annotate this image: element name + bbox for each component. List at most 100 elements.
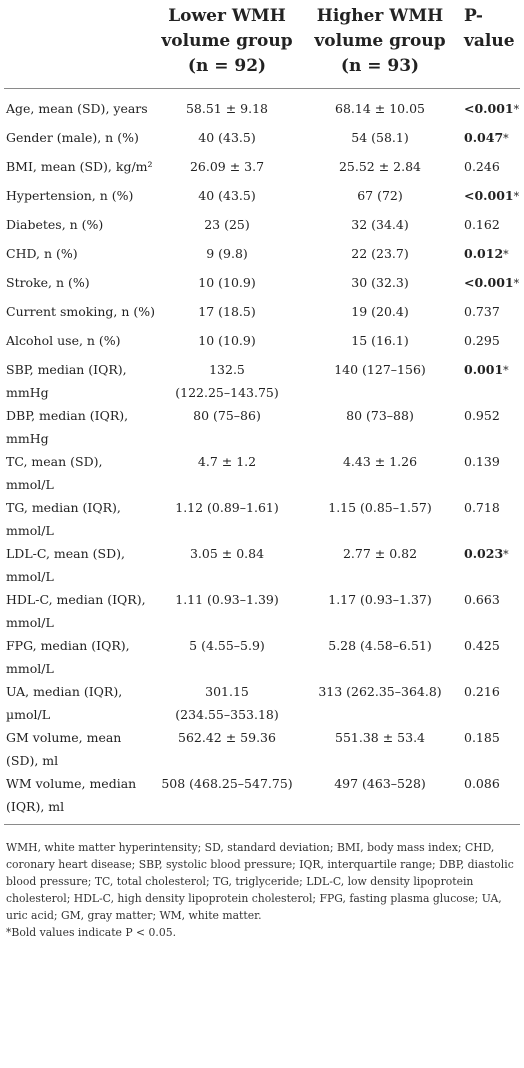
table-row: SBP, median (IQR), mmHg 132.5 (122.25–143.7… bbox=[4, 358, 520, 404]
lower-group-value: 4.7 ± 1.2 bbox=[197, 454, 257, 469]
p-value: 0.216 bbox=[464, 684, 500, 699]
higher-group-cell: 22 (23.7) bbox=[302, 242, 458, 271]
footnote-significance-note: *Bold values indicate P < 0.05. bbox=[6, 926, 176, 939]
higher-group-value: 497 (463–528) bbox=[334, 776, 426, 791]
higher-group-value: 67 (72) bbox=[357, 188, 403, 203]
higher-group-cell: 2.77 ± 0.82 bbox=[302, 542, 458, 588]
table-row: Gender (male), n (%) 40 (43.5) 54 (58.1) 0.… bbox=[4, 126, 520, 155]
variable-label: FPG, median (IQR), bbox=[6, 638, 130, 653]
lower-group-value: 40 (43.5) bbox=[198, 188, 256, 203]
higher-group-value: 5.28 (4.58–6.51) bbox=[328, 638, 432, 653]
lower-group-value: 9 (9.8) bbox=[206, 246, 248, 261]
higher-group-value: 4.43 ± 1.26 bbox=[342, 454, 418, 469]
variable-cell: CHD, n (%) bbox=[4, 242, 152, 271]
header-variable bbox=[4, 0, 152, 89]
p-value: 0.737 bbox=[464, 304, 500, 319]
lower-group-value: 10 (10.9) bbox=[198, 333, 256, 348]
variable-unit: mmHg bbox=[6, 431, 49, 446]
p-value: 0.047 bbox=[464, 130, 504, 145]
p-value-cell: 0.663 bbox=[458, 588, 520, 634]
higher-group-value: 15 (16.1) bbox=[351, 333, 409, 348]
variable-label: GM volume, mean bbox=[6, 730, 122, 745]
table-row: WM volume, median (IQR), ml 508 (468.25–54… bbox=[4, 772, 520, 825]
variable-label: WM volume, median bbox=[6, 776, 137, 791]
p-value: 0.012 bbox=[464, 246, 504, 261]
variable-unit: mmol/L bbox=[6, 661, 54, 676]
variable-label: UA, median (IQR), bbox=[6, 684, 123, 699]
lower-group-cell: 132.5 (122.25–143.75) bbox=[152, 358, 302, 404]
lower-group-value: 301.15 bbox=[205, 684, 249, 699]
lower-group-cell: 1.12 (0.89–1.61) bbox=[152, 496, 302, 542]
variable-label: TG, median (IQR), bbox=[6, 500, 121, 515]
higher-group-cell: 140 (127–156) bbox=[302, 358, 458, 404]
variable-cell: Age, mean (SD), years bbox=[4, 89, 152, 127]
variable-cell: Gender (male), n (%) bbox=[4, 126, 152, 155]
variable-cell: HDL-C, median (IQR), mmol/L bbox=[4, 588, 152, 634]
table-row: Current smoking, n (%) 17 (18.5) 19 (20.4)… bbox=[4, 300, 520, 329]
significance-marker: * bbox=[513, 103, 520, 116]
variable-unit: (IQR), ml bbox=[6, 799, 65, 814]
variable-cell: Hypertension, n (%) bbox=[4, 184, 152, 213]
p-value: 0.295 bbox=[464, 333, 500, 348]
lower-group-cell: 3.05 ± 0.84 bbox=[152, 542, 302, 588]
variable-cell: Stroke, n (%) bbox=[4, 271, 152, 300]
lower-group-value: 23 (25) bbox=[204, 217, 250, 232]
higher-group-cell: 32 (34.4) bbox=[302, 213, 458, 242]
lower-group-value: 1.12 (0.89–1.61) bbox=[175, 500, 279, 515]
table-row: GM volume, mean (SD), ml 562.42 ± 59.36 551… bbox=[4, 726, 520, 772]
lower-group-value: 58.51 ± 9.18 bbox=[185, 101, 269, 116]
variable-label: CHD, n (%) bbox=[6, 246, 78, 261]
variable-cell: UA, median (IQR), µmol/L bbox=[4, 680, 152, 726]
table-header: Lower WMH volume group (n = 92) Higher W… bbox=[4, 0, 520, 89]
variable-label: Stroke, n (%) bbox=[6, 275, 90, 290]
lower-group-cell: 508 (468.25–547.75) bbox=[152, 772, 302, 825]
header-higher-line3: (n = 93) bbox=[340, 56, 420, 76]
header-p-value: P-value bbox=[458, 0, 520, 89]
lower-group-value: 40 (43.5) bbox=[198, 130, 256, 145]
table-row: Stroke, n (%) 10 (10.9) 30 (32.3) <0.001* bbox=[4, 271, 520, 300]
lower-group-cell: 5 (4.55–5.9) bbox=[152, 634, 302, 680]
p-value: 0.246 bbox=[464, 159, 500, 174]
higher-group-cell: 497 (463–528) bbox=[302, 772, 458, 825]
variable-unit: µmol/L bbox=[6, 707, 51, 722]
table-row: BMI, mean (SD), kg/m² 26.09 ± 3.7 25.52 ± … bbox=[4, 155, 520, 184]
variable-label: BMI, mean (SD), kg/m² bbox=[6, 159, 153, 174]
p-value: <0.001 bbox=[464, 101, 514, 116]
p-value: 0.023 bbox=[464, 546, 504, 561]
higher-group-value: 19 (20.4) bbox=[351, 304, 409, 319]
higher-group-value: 2.77 ± 0.82 bbox=[342, 546, 418, 561]
significance-marker: * bbox=[503, 132, 509, 145]
header-higher-line2: volume group bbox=[314, 31, 446, 51]
lower-group-value: 508 (468.25–547.75) bbox=[161, 776, 293, 791]
table-row: LDL-C, mean (SD), mmol/L 3.05 ± 0.84 2.77 ±… bbox=[4, 542, 520, 588]
variable-unit: mmHg bbox=[6, 385, 49, 400]
p-value-cell: 0.185 bbox=[458, 726, 520, 772]
lower-group-range: (234.55–353.18) bbox=[175, 707, 279, 722]
variable-unit: mmol/L bbox=[6, 569, 54, 584]
variable-label: DBP, median (IQR), bbox=[6, 408, 129, 423]
lower-group-value: 5 (4.55–5.9) bbox=[189, 638, 265, 653]
higher-group-value: 32 (34.4) bbox=[351, 217, 409, 232]
lower-group-cell: 80 (75–86) bbox=[152, 404, 302, 450]
higher-group-value: 54 (58.1) bbox=[351, 130, 409, 145]
table-row: FPG, median (IQR), mmol/L 5 (4.55–5.9) 5.28… bbox=[4, 634, 520, 680]
p-value-cell: 0.047* bbox=[458, 126, 520, 155]
lower-group-cell: 23 (25) bbox=[152, 213, 302, 242]
higher-group-cell: 67 (72) bbox=[302, 184, 458, 213]
table-row: TG, median (IQR), mmol/L 1.12 (0.89–1.61) 1… bbox=[4, 496, 520, 542]
lower-group-value: 132.5 bbox=[209, 362, 245, 377]
variable-cell: Diabetes, n (%) bbox=[4, 213, 152, 242]
lower-group-value: 10 (10.9) bbox=[198, 275, 256, 290]
higher-group-cell: 19 (20.4) bbox=[302, 300, 458, 329]
significance-marker: * bbox=[503, 364, 509, 377]
p-value-cell: 0.718 bbox=[458, 496, 520, 542]
higher-group-value: 313 (262.35–364.8) bbox=[318, 684, 442, 699]
lower-group-cell: 301.15 (234.55–353.18) bbox=[152, 680, 302, 726]
p-value-cell: 0.216 bbox=[458, 680, 520, 726]
lower-group-cell: 10 (10.9) bbox=[152, 329, 302, 358]
higher-group-value: 551.38 ± 53.4 bbox=[335, 730, 425, 745]
higher-group-value: 140 (127–156) bbox=[334, 362, 426, 377]
table-row: Alcohol use, n (%) 10 (10.9) 15 (16.1) 0.29… bbox=[4, 329, 520, 358]
lower-group-range: (122.25–143.75) bbox=[175, 385, 279, 400]
